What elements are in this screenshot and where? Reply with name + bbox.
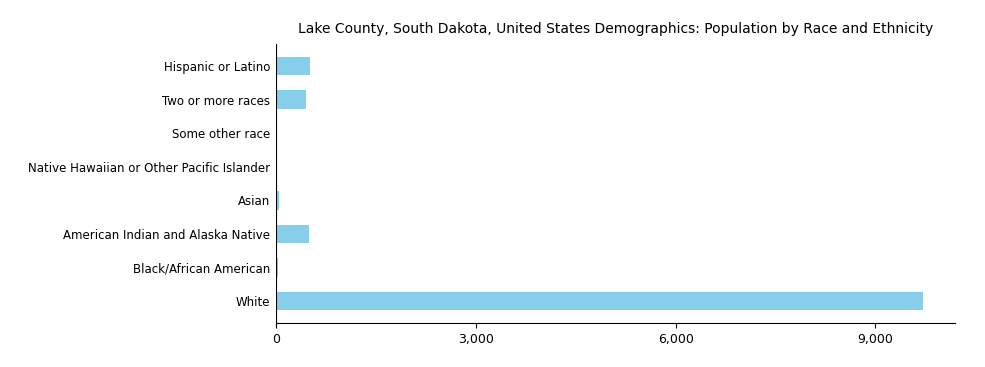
Bar <box>276 258 278 277</box>
Bar <box>276 57 310 75</box>
Bar <box>276 124 277 142</box>
Bar <box>276 225 309 243</box>
Title: Lake County, South Dakota, United States Demographics: Population by Race and Et: Lake County, South Dakota, United States… <box>298 22 933 36</box>
Bar <box>276 191 279 210</box>
Bar <box>276 90 306 109</box>
Bar <box>276 292 923 310</box>
